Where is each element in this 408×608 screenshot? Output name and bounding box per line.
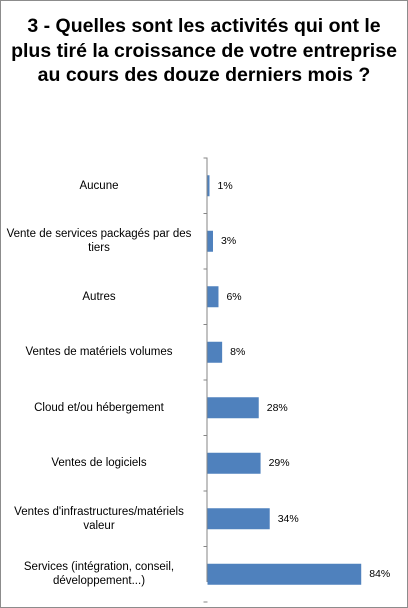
data-label: 3% — [220, 235, 237, 248]
bar — [207, 508, 270, 530]
category-label: Ventes de logiciels — [51, 457, 147, 470]
data-label: 1% — [217, 179, 233, 192]
bar — [207, 341, 223, 363]
data-label: 84% — [369, 568, 391, 581]
bar — [207, 286, 219, 308]
chart-title: 3 - Quelles sont les activités qui ont l… — [11, 15, 397, 86]
data-label: 29% — [268, 457, 290, 470]
bar — [207, 563, 362, 585]
bar — [207, 397, 259, 419]
bar — [207, 230, 213, 252]
category-label: Ventes de matériels volumes — [25, 346, 173, 359]
category-label: Vente de services packagés par des tiers — [6, 228, 192, 255]
bar — [207, 452, 261, 474]
category-label: Services (intégration, conseil, développ… — [23, 561, 175, 588]
category-label: Cloud et/ou hébergement — [34, 401, 164, 414]
data-label: 8% — [230, 346, 246, 359]
data-label: 28% — [266, 401, 288, 414]
data-label: 34% — [277, 512, 299, 525]
bar — [207, 175, 210, 197]
category-label: Autres — [82, 290, 116, 303]
data-label: 6% — [226, 290, 242, 303]
category-label: Aucune — [79, 179, 119, 192]
category-label: Ventes d'infrastructures/matériels valeu… — [14, 505, 184, 532]
